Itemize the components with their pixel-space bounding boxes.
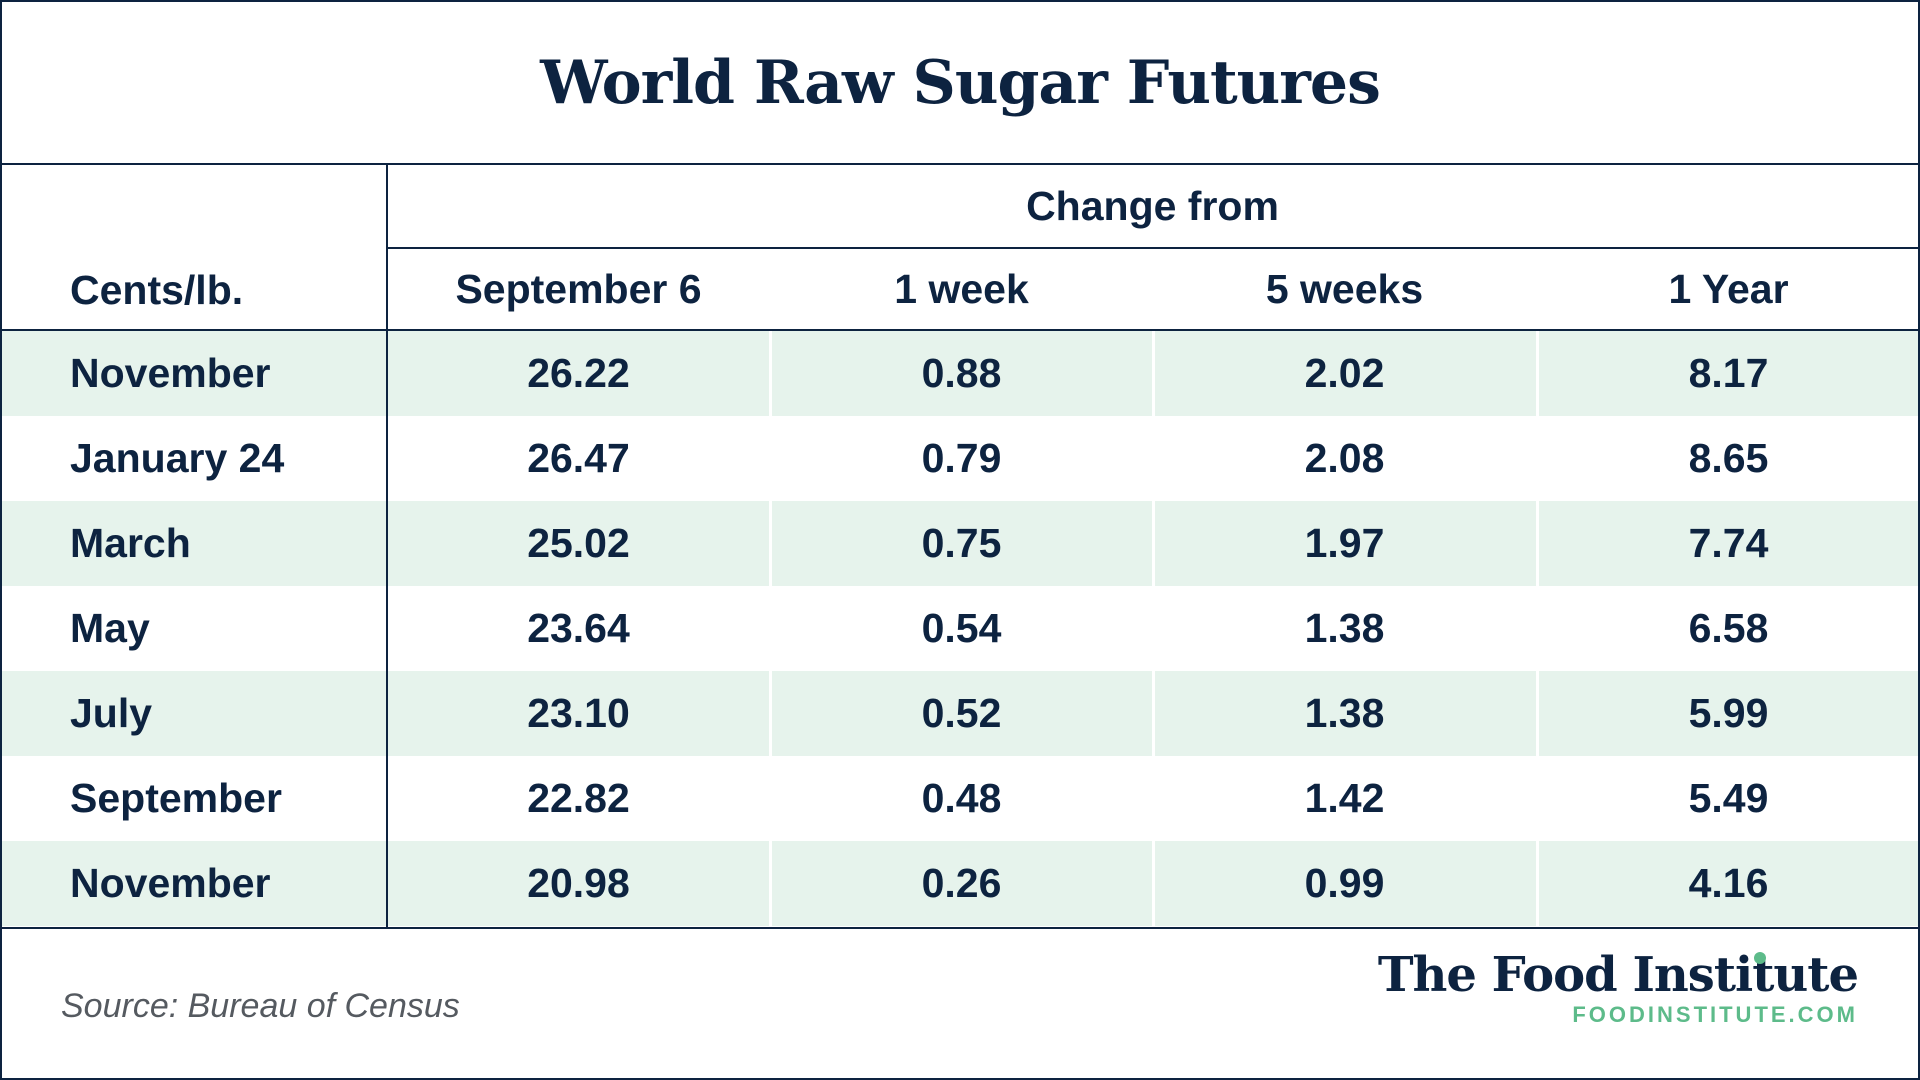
table-cell: 0.48 <box>921 775 1002 821</box>
table-cell: 1.38 <box>1304 690 1385 736</box>
table-cell: 0.99 <box>1304 860 1385 906</box>
table-cell: 0.52 <box>921 690 1002 736</box>
column-separator <box>1536 331 1539 926</box>
table-cell: 1.38 <box>1304 605 1385 651</box>
row-header-label: Cents/lb. <box>70 266 244 313</box>
row-label: March <box>70 520 191 566</box>
table-cell: 1.42 <box>1304 775 1385 821</box>
row-label: November <box>70 860 271 906</box>
row-label: July <box>70 690 153 736</box>
body-bottom-divider <box>2 927 1918 929</box>
table-cell: 0.79 <box>921 435 1002 481</box>
table-cell: 4.16 <box>1688 860 1769 906</box>
table-cell: 5.99 <box>1688 690 1769 736</box>
source-note: Source: Bureau of Census <box>61 987 460 1025</box>
group-header-change-from: Change from <box>1026 182 1279 229</box>
row-label: September <box>70 775 282 821</box>
table-cell: 26.22 <box>527 350 630 396</box>
table-cell: 25.02 <box>527 520 630 566</box>
header-divider <box>2 329 1918 331</box>
table-row <box>2 841 1918 926</box>
table-cell: 23.64 <box>527 605 630 651</box>
table-cell: 6.58 <box>1688 605 1769 651</box>
brand-logo-url: FOODINSTITUTE.COM <box>1572 1002 1858 1027</box>
column-header: 1 week <box>894 265 1029 312</box>
table-row <box>2 501 1918 586</box>
table-cell: 0.26 <box>921 860 1002 906</box>
row-label: January 24 <box>70 435 285 481</box>
logo-dot-icon <box>1754 952 1766 964</box>
table-cell: 2.02 <box>1304 350 1385 396</box>
table-row <box>2 331 1918 416</box>
title-divider <box>2 163 1918 165</box>
table-cell: 22.82 <box>527 775 630 821</box>
row-label: November <box>70 350 271 396</box>
table-row <box>2 671 1918 756</box>
table-cell: 8.17 <box>1688 350 1769 396</box>
table-cell: 1.97 <box>1304 520 1385 566</box>
column-separator <box>769 331 772 926</box>
table-cell: 0.54 <box>921 605 1002 651</box>
table-cell: 20.98 <box>527 860 630 906</box>
table-title: World Raw Sugar Futures <box>540 47 1381 118</box>
column-header: September 6 <box>455 265 702 312</box>
table-cell: 26.47 <box>527 435 630 481</box>
row-label: May <box>70 605 150 651</box>
table-cell: 5.49 <box>1688 775 1769 821</box>
table-cell: 0.75 <box>921 520 1002 566</box>
label-column-divider <box>386 163 388 929</box>
table-cell: 23.10 <box>527 690 630 736</box>
table-cell: 7.74 <box>1688 520 1769 566</box>
column-separator <box>1152 331 1155 926</box>
table-cell: 2.08 <box>1304 435 1385 481</box>
brand-logo-name: The Food Institute <box>1377 947 1859 1003</box>
table-cell: 8.65 <box>1688 435 1769 481</box>
table-cell: 0.88 <box>921 350 1002 396</box>
column-header: 5 weeks <box>1265 265 1424 312</box>
column-header: 1 Year <box>1668 265 1789 312</box>
group-header-divider <box>387 247 1918 249</box>
